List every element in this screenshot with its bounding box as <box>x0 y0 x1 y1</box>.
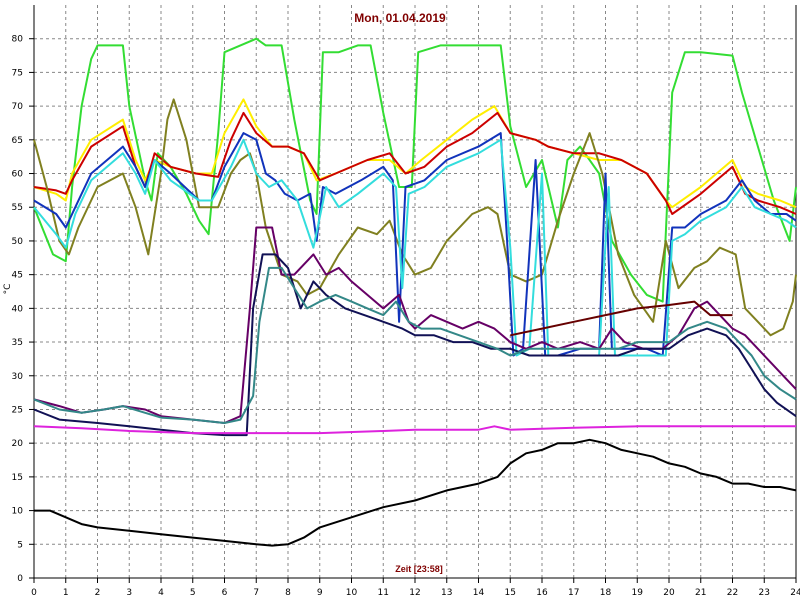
x-tick-label: 1 <box>63 588 69 598</box>
series-line-10 <box>33 425 796 435</box>
series-line-11 <box>34 438 797 547</box>
x-tick-label: 9 <box>317 588 323 598</box>
x-tick-label: 3 <box>126 588 132 598</box>
x-tick-label: 13 <box>441 588 452 598</box>
y-tick-label: 70 <box>12 102 24 112</box>
x-tick-label: 11 <box>378 588 389 598</box>
y-tick-label: 35 <box>12 338 23 348</box>
y-tick-label: 15 <box>12 473 23 483</box>
x-tick-label: 24 <box>790 588 800 598</box>
x-tick-label: 7 <box>253 588 259 598</box>
x-tick-label: 4 <box>158 588 164 598</box>
series-line-8 <box>33 253 797 437</box>
x-tick-label: 16 <box>536 588 548 598</box>
y-tick-label: 25 <box>12 405 23 415</box>
axes <box>29 5 797 583</box>
series-line-4 <box>33 132 797 357</box>
y-tick-label: 80 <box>12 35 24 45</box>
chart-title: Mon, 01.04.2019 <box>354 11 446 25</box>
x-tick-label: 22 <box>727 588 738 598</box>
y-tick-label: 30 <box>12 372 24 382</box>
x-tick-label: 0 <box>31 588 37 598</box>
y-tick-label: 40 <box>12 304 24 314</box>
y-tick-label: 50 <box>12 237 24 247</box>
x-tick-label: 23 <box>759 588 770 598</box>
y-tick-label: 65 <box>12 136 23 146</box>
y-axis-label: °C <box>3 284 13 295</box>
series-layer <box>33 37 797 547</box>
x-tick-label: 20 <box>663 588 675 598</box>
x-tick-label: 12 <box>409 588 420 598</box>
y-tick-label: 55 <box>12 203 23 213</box>
x-tick-label: 5 <box>190 588 196 598</box>
x-tick-label: 8 <box>285 588 291 598</box>
x-axis-label: Zeit [23:58] <box>395 564 443 574</box>
x-tick-label: 17 <box>568 588 579 598</box>
y-tick-label: 5 <box>17 540 23 550</box>
series-line-5 <box>33 138 797 357</box>
y-tick-label: 60 <box>12 170 24 180</box>
x-tick-label: 2 <box>95 588 101 598</box>
x-tick-label: 6 <box>222 588 228 598</box>
y-tick-label: 45 <box>12 271 23 281</box>
tick-labels: 0 1 2 3 4 5 6 7 8 9 10 11 12 13 14 15 16 17 18 19 20 21 22 23 24… <box>12 35 800 598</box>
x-tick-label: 21 <box>695 588 706 598</box>
series-line-7 <box>510 300 733 337</box>
x-tick-label: 15 <box>505 588 516 598</box>
series-line-1 <box>33 98 797 209</box>
x-tick-label: 18 <box>600 588 612 598</box>
y-tick-label: 20 <box>12 439 24 449</box>
series-line-9 <box>33 266 797 424</box>
x-tick-label: 19 <box>632 588 644 598</box>
x-tick-label: 14 <box>473 588 485 598</box>
y-tick-label: 0 <box>17 574 23 584</box>
y-tick-label: 75 <box>12 68 23 78</box>
y-tick-label: 10 <box>12 507 24 517</box>
x-tick-label: 10 <box>346 588 358 598</box>
